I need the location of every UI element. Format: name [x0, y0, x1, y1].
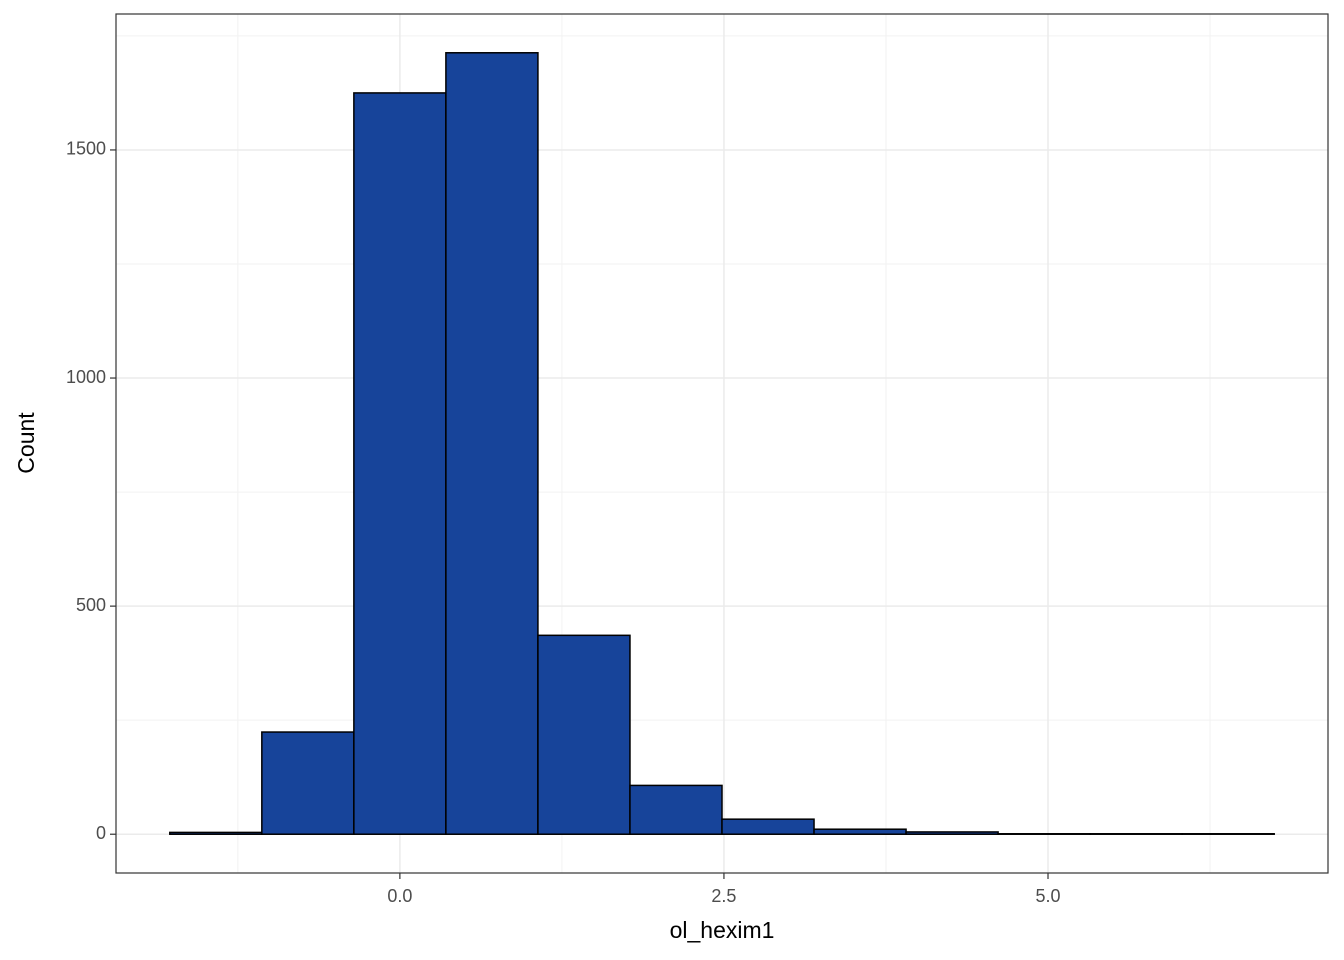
bar [261, 731, 355, 835]
bar [905, 831, 999, 835]
y-tick-label: 0 [96, 823, 106, 843]
bar [629, 784, 723, 835]
bar [169, 831, 263, 835]
bar [537, 634, 631, 835]
bar [353, 92, 447, 835]
x-axis-title: ol_hexim1 [670, 917, 775, 943]
x-tick-label: 2.5 [711, 886, 736, 906]
bar [813, 828, 907, 835]
bar [445, 52, 539, 835]
bar [721, 818, 815, 835]
x-tick-label: 5.0 [1035, 886, 1060, 906]
y-axis-title: Count [13, 412, 39, 474]
y-tick-label: 1000 [66, 367, 106, 387]
y-tick-label: 1500 [66, 139, 106, 159]
y-tick-label: 500 [76, 595, 106, 615]
panel-border [115, 13, 1329, 874]
x-tick-label: 0.0 [387, 886, 412, 906]
